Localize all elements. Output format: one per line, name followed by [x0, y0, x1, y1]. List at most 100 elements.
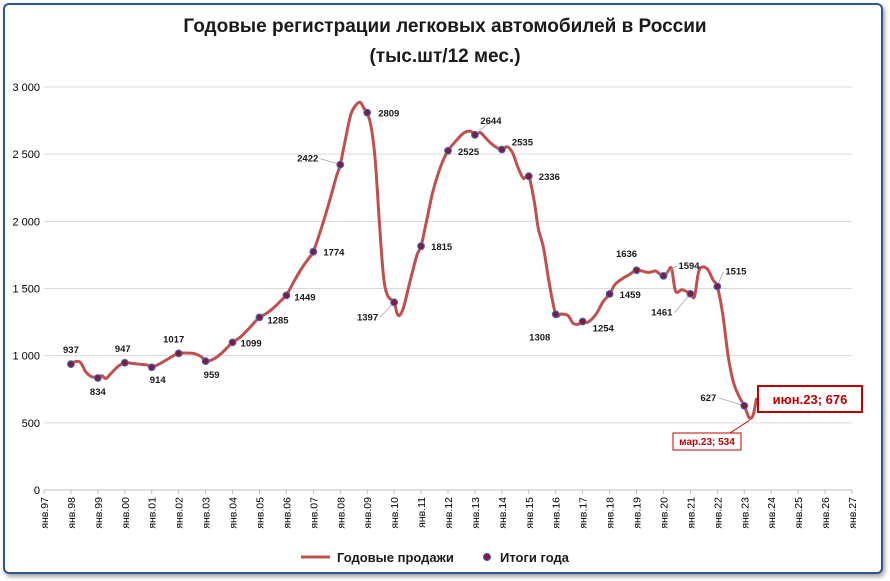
x-tick-label: янв.07	[308, 497, 320, 529]
label-leader-line	[674, 293, 691, 313]
data-label: 937	[63, 345, 79, 356]
year-total-marker	[255, 313, 264, 322]
data-label: 1636	[616, 249, 637, 260]
year-total-marker	[147, 363, 156, 372]
y-tick-label: 0	[34, 485, 40, 497]
y-tick-label: 2 000	[12, 216, 40, 228]
x-tick-label: янв.24	[766, 497, 778, 529]
data-label: 1774	[323, 248, 345, 259]
data-label: 1515	[725, 266, 747, 277]
callout-jun23-text: июн.23; 676	[773, 392, 848, 407]
x-tick-label: янв.03	[201, 497, 213, 529]
x-tick-label: янв.06	[281, 497, 293, 529]
series-lines	[69, 100, 758, 420]
x-tick-label: янв.14	[497, 497, 509, 529]
data-label: 627	[700, 393, 716, 404]
x-tick-label: янв.01	[147, 497, 159, 529]
year-total-marker	[120, 358, 129, 367]
x-tick-label: янв.00	[120, 497, 132, 529]
y-tick-label: 1 500	[12, 284, 40, 296]
x-tick-label: янв.12	[443, 497, 455, 529]
callout-jun23: июн.23; 676	[756, 385, 863, 413]
x-tick-label: янв.21	[685, 497, 697, 529]
year-total-marker	[390, 298, 399, 307]
year-total-marker	[632, 266, 641, 275]
year-total-marker	[713, 282, 722, 291]
year-total-marker	[497, 145, 506, 154]
year-total-marker	[67, 360, 75, 369]
x-tick-label: янв.10	[389, 497, 401, 529]
data-labels: 937 834 947 914 1017 959 1099 1285 1449 1774 2422 2…	[63, 109, 747, 404]
label-leader-line	[718, 397, 745, 407]
callout-mar23-text: мар.23; 534	[679, 437, 735, 448]
y-tick-label: 2 500	[12, 149, 40, 161]
data-label: 1449	[294, 292, 315, 303]
year-total-marker	[93, 374, 102, 382]
year-total-marker	[551, 310, 560, 319]
data-label: 1815	[431, 242, 453, 253]
series-line-annual-sales	[69, 100, 758, 420]
data-label: 2525	[458, 147, 480, 158]
series-markers	[67, 108, 749, 410]
year-total-marker	[659, 271, 668, 280]
year-total-marker	[444, 146, 452, 155]
data-label: 1254	[593, 324, 615, 335]
data-label: 834	[90, 387, 107, 398]
x-tick-label: янв.15	[524, 497, 536, 529]
x-tick-label: янв.13	[470, 497, 482, 529]
data-label: 2535	[512, 137, 534, 148]
data-label: 2336	[539, 172, 560, 183]
x-tick-label: янв.99	[93, 497, 105, 529]
year-total-marker	[282, 291, 291, 300]
data-label: 1397	[357, 312, 378, 323]
year-total-marker	[363, 108, 372, 117]
year-total-marker	[309, 247, 318, 256]
data-label: 1308	[529, 332, 550, 343]
x-tick-label: янв.23	[739, 497, 751, 529]
year-total-marker	[174, 349, 183, 358]
chart-title-line1: Годовые регистрации легковых автомобилей…	[183, 16, 706, 37]
y-tick-label: 500	[22, 418, 40, 430]
x-tick-label: янв.25	[793, 497, 805, 529]
data-label: 1461	[651, 308, 673, 319]
data-label: 947	[115, 344, 131, 355]
year-total-marker	[336, 160, 345, 169]
year-total-marker	[201, 357, 210, 366]
x-tick-label: янв.97	[39, 497, 51, 529]
year-total-marker	[740, 401, 749, 410]
y-axis: 0 500 1 000 1 500 2 000 2 500 3 000	[12, 82, 40, 497]
x-tick-label: янв.02	[174, 497, 186, 529]
data-label: 1594	[678, 261, 700, 272]
data-label: 2809	[378, 109, 399, 120]
callout-mar23: мар.23; 534	[672, 419, 750, 451]
x-tick-label: янв.18	[605, 497, 617, 529]
x-tick-label: янв.27	[847, 497, 859, 529]
year-total-marker	[228, 338, 237, 347]
x-axis: янв.97 янв.98 янв.99 янв.00 янв.01 янв.02 янв.…	[39, 490, 859, 529]
callout-jun23-box	[757, 385, 863, 413]
x-tick-label: янв.05	[254, 497, 266, 529]
callouts: июн.23; 676 мар.23; 534	[672, 385, 863, 451]
legend-marker-swatch	[482, 552, 492, 562]
data-label: 959	[204, 370, 220, 381]
data-label: 2422	[297, 154, 318, 165]
x-tick-label: янв.08	[335, 497, 347, 529]
x-tick-label: янв.26	[820, 497, 832, 529]
y-tick-label: 3 000	[12, 82, 40, 94]
callout-mar23-pointer	[729, 419, 750, 434]
legend-line-label: Годовые продажи	[337, 550, 454, 565]
x-tick-label: янв.04	[228, 497, 240, 529]
x-tick-label: янв.16	[551, 497, 563, 529]
year-total-marker	[524, 172, 533, 181]
year-total-marker	[471, 130, 479, 139]
x-tick-label: янв.17	[578, 497, 590, 529]
year-total-marker	[605, 290, 614, 298]
x-tick-label: янв.98	[66, 497, 78, 529]
x-tick-label: янв.09	[362, 497, 374, 529]
x-tick-label: янв.19	[632, 497, 644, 529]
data-label: 1099	[241, 338, 262, 349]
legend-marker-label: Итоги года	[500, 550, 570, 565]
year-total-marker	[686, 289, 695, 298]
y-tick-label: 1 000	[12, 351, 40, 363]
